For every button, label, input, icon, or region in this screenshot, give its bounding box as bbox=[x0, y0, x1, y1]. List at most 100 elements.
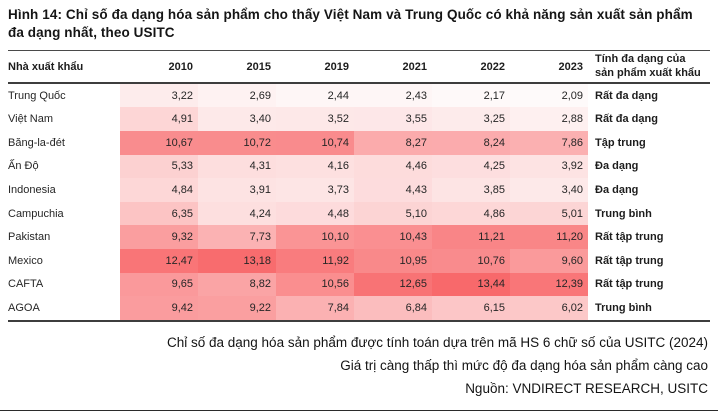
heatmap-cell: 9,32 bbox=[120, 225, 198, 249]
heatmap-cell: 4,16 bbox=[276, 154, 354, 179]
diversity-label: Rất tập trung bbox=[595, 254, 664, 267]
table-header-row: Nhà xuất khẩu 2010 2015 2019 2021 2022 2023 Tí… bbox=[8, 51, 710, 84]
table-row: Việt Nam 4,91 3,40 3,52 3,55 3,25 2,88 Rất đa d… bbox=[8, 107, 710, 131]
heatmap-cell: 3,73 bbox=[276, 178, 354, 202]
heatmap-cell: 4,46 bbox=[354, 154, 432, 179]
table-row: Mexico 12,47 13,18 11,92 10,95 10,76 9,60 Rất t… bbox=[8, 248, 710, 273]
heatmap-cell: 9,42 bbox=[120, 296, 198, 320]
heatmap-cell: 13,44 bbox=[432, 272, 510, 297]
heatmap-cell: 8,82 bbox=[198, 272, 276, 297]
heatmap-cell: 5,01 bbox=[510, 201, 588, 226]
diversity-label: Trung bình bbox=[595, 301, 652, 314]
heatmap-cell: 10,67 bbox=[120, 131, 198, 155]
exporter-name: AGOA bbox=[8, 301, 40, 314]
heatmap-cell: 10,56 bbox=[276, 272, 354, 297]
col-header-year: 2023 bbox=[558, 60, 583, 73]
heatmap-cell: 7,84 bbox=[276, 296, 354, 320]
heatmap-cell: 12,65 bbox=[354, 272, 432, 297]
heatmap-cell: 6,02 bbox=[510, 296, 588, 320]
diversity-label: Đa dạng bbox=[595, 160, 639, 173]
heatmap-cell: 10,76 bbox=[432, 248, 510, 273]
table-row: AGOA 9,42 9,22 7,84 6,84 6,15 6,02 Trung bình bbox=[8, 296, 710, 320]
heatmap-cell: 5,33 bbox=[120, 154, 198, 179]
heatmap-cell: 4,24 bbox=[198, 201, 276, 226]
heatmap-cell: 13,18 bbox=[198, 248, 276, 273]
diversity-label: Tập trung bbox=[595, 136, 646, 149]
heatmap-cell: 6,35 bbox=[120, 201, 198, 226]
heatmap-cell: 3,55 bbox=[354, 107, 432, 131]
heatmap-cell: 2,69 bbox=[198, 83, 276, 108]
diversity-label: Đa dạng bbox=[595, 183, 639, 196]
diversity-label: Rất tập trung bbox=[595, 231, 664, 244]
heatmap-cell: 12,47 bbox=[120, 248, 198, 273]
heatmap-cell: 4,84 bbox=[120, 178, 198, 202]
heatmap-cell: 3,92 bbox=[510, 154, 588, 179]
col-header-year: 2010 bbox=[168, 60, 193, 73]
heatmap-cell: 2,44 bbox=[276, 83, 354, 108]
heatmap-cell: 4,25 bbox=[432, 154, 510, 179]
footnote-method-line: Chỉ số đa dạng hóa sản phẩm được tính to… bbox=[166, 334, 708, 350]
source-line: Nguồn: VNDIRECT RESEARCH, USITC bbox=[465, 380, 708, 396]
heatmap-cell: 3,40 bbox=[510, 178, 588, 202]
col-header-year: 2015 bbox=[246, 60, 271, 73]
heatmap-cell: 3,25 bbox=[432, 107, 510, 131]
heatmap-cell: 4,43 bbox=[354, 178, 432, 202]
exporter-name: CAFTA bbox=[8, 278, 44, 291]
exporter-name: Campuchia bbox=[8, 207, 64, 220]
col-header-year: 2019 bbox=[324, 60, 349, 73]
heatmap-cell: 11,92 bbox=[276, 248, 354, 273]
heatmap-cell: 8,27 bbox=[354, 131, 432, 155]
heatmap-cell: 2,09 bbox=[510, 83, 588, 108]
heatmap-cell: 2,17 bbox=[432, 83, 510, 108]
diversity-label: Rất đa dạng bbox=[595, 89, 658, 102]
table-row: Trung Quốc 3,22 2,69 2,44 2,43 2,17 2,09 Rất đa… bbox=[8, 83, 710, 108]
exporter-name: Trung Quốc bbox=[8, 89, 66, 102]
table-row: Indonesia 4,84 3,91 3,73 4,43 3,85 3,40 Đa dạng bbox=[8, 178, 710, 202]
table-row: Ấn Độ 5,33 4,31 4,16 4,46 4,25 3,92 Đa dạng bbox=[8, 154, 710, 179]
col-header-exporter: Nhà xuất khẩu bbox=[8, 60, 84, 73]
heatmap-cell: 4,31 bbox=[198, 154, 276, 179]
heatmap-cell: 9,22 bbox=[198, 296, 276, 320]
exporter-name: Mexico bbox=[8, 254, 43, 267]
heatmap-cell: 7,86 bbox=[510, 131, 588, 155]
exporter-name: Việt Nam bbox=[8, 113, 54, 126]
heatmap-cell: 9,65 bbox=[120, 272, 198, 297]
diversity-label: Trung bình bbox=[595, 207, 652, 220]
col-header-diversity: Tính đa dạng của sản phẩm xuất khẩu bbox=[595, 53, 701, 79]
bottom-divider bbox=[0, 409, 718, 411]
heatmap-cell: 3,91 bbox=[198, 178, 276, 202]
heatmap-cell: 10,43 bbox=[354, 225, 432, 249]
heatmap-cell: 9,60 bbox=[510, 248, 588, 273]
exporter-name: Indonesia bbox=[8, 183, 56, 196]
heatmap-cell: 2,88 bbox=[510, 107, 588, 131]
footnote-interpretation-line: Giá trị càng thấp thì mức độ đa dạng hóa… bbox=[340, 357, 708, 373]
exporter-name: Băng-la-đét bbox=[8, 136, 65, 149]
diversity-label: Rất đa dạng bbox=[595, 113, 658, 126]
exporter-name: Pakistan bbox=[8, 231, 51, 244]
heatmap-table-body: Trung Quốc 3,22 2,69 2,44 2,43 2,17 2,09 Rất đa… bbox=[8, 83, 710, 322]
heatmap-cell: 5,10 bbox=[354, 201, 432, 226]
heatmap-cell: 4,48 bbox=[276, 201, 354, 226]
heatmap-cell: 10,72 bbox=[198, 131, 276, 155]
heatmap-cell: 10,95 bbox=[354, 248, 432, 273]
heatmap-table: Nhà xuất khẩu 2010 2015 2019 2021 2022 2023 Tí… bbox=[8, 50, 710, 322]
heatmap-cell: 11,20 bbox=[510, 225, 588, 249]
heatmap-cell: 7,73 bbox=[198, 225, 276, 249]
col-header-year: 2022 bbox=[480, 60, 505, 73]
heatmap-cell: 10,10 bbox=[276, 225, 354, 249]
col-header-year: 2021 bbox=[402, 60, 427, 73]
table-row: Băng-la-đét 10,67 10,72 10,74 8,27 8,24 7,86 Tậ… bbox=[8, 131, 710, 155]
diversity-label: Rất tập trung bbox=[595, 278, 664, 291]
exporter-name: Ấn Độ bbox=[8, 160, 39, 173]
heatmap-cell: 6,84 bbox=[354, 296, 432, 320]
heatmap-cell: 12,39 bbox=[510, 272, 588, 297]
heatmap-cell: 3,85 bbox=[432, 178, 510, 202]
heatmap-cell: 3,40 bbox=[198, 107, 276, 131]
heatmap-cell: 4,91 bbox=[120, 107, 198, 131]
heatmap-cell: 3,52 bbox=[276, 107, 354, 131]
figure-title: Hình 14: Chỉ số đa dạng hóa sản phẩm cho… bbox=[8, 7, 693, 41]
table-row: Campuchia 6,35 4,24 4,48 5,10 4,86 5,01 Trung b… bbox=[8, 201, 710, 226]
heatmap-cell: 8,24 bbox=[432, 131, 510, 155]
heatmap-cell: 3,22 bbox=[120, 83, 198, 108]
table-row: CAFTA 9,65 8,82 10,56 12,65 13,44 12,39 Rất tập… bbox=[8, 272, 710, 297]
